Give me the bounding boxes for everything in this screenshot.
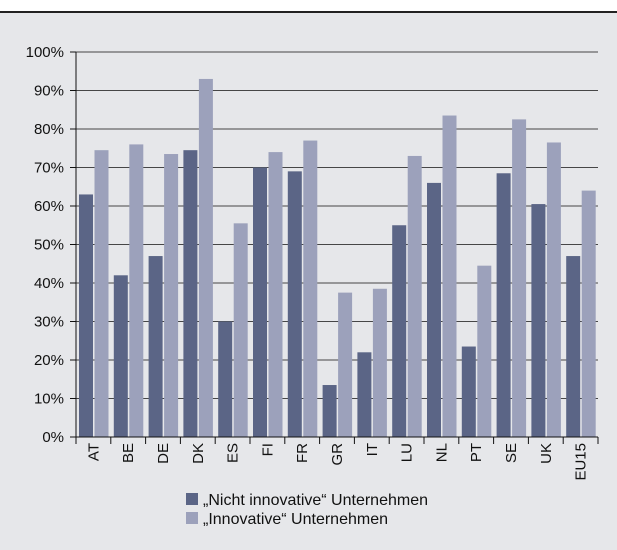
x-tick-label: EU15 [573,443,590,481]
x-tick-label: AT [85,443,102,461]
bar [461,346,476,437]
x-tick-label: IT [364,443,381,456]
y-tick-label: 100% [26,44,64,61]
bar [372,288,387,437]
bar [268,152,283,437]
x-tick-label: SE [503,443,520,463]
bar [148,256,163,437]
y-tick-label: 40% [34,275,64,292]
bar [218,321,233,437]
bar [338,292,353,437]
x-tick-label: ES [225,443,242,463]
bar [94,150,109,438]
bar [129,144,144,437]
y-tick-label: 20% [34,352,64,369]
bar [357,352,372,437]
bar [233,223,248,437]
x-tick-label: GR [329,443,346,466]
x-tick-label: PT [468,443,485,462]
bar [113,275,128,437]
bar [392,225,407,437]
bar [477,265,492,437]
y-tick-label: 0% [42,429,64,446]
bar [322,385,337,437]
bar [253,167,267,437]
legend-label: „Nicht innovative“ Unternehmen [203,492,428,509]
bar [566,256,581,437]
bar [496,173,511,437]
legend-swatch [186,493,198,505]
x-tick-label: BE [120,443,137,463]
bar [183,150,198,438]
legend-label: „Innovative“ Unternehmen [203,511,388,528]
y-tick-label: 50% [34,237,64,254]
bar [512,119,527,437]
bar [581,190,596,437]
bar [164,154,179,437]
x-tick-label: DK [190,443,207,464]
bar [531,204,546,437]
x-tick-label: UK [538,443,555,464]
legend-swatch [186,512,198,524]
x-tick-label: DE [155,443,172,464]
y-tick-label: 60% [34,198,64,215]
bar [407,155,422,437]
y-tick-label: 80% [34,121,64,138]
y-tick-label: 90% [34,83,64,100]
bar [198,78,213,437]
bar [427,182,441,437]
bar [546,142,561,437]
y-tick-label: 70% [34,160,64,177]
x-tick-label: NL [433,443,450,462]
bar [442,115,457,438]
bar [303,140,318,438]
bar [79,194,93,437]
bar [287,171,302,437]
x-tick-label: FI [259,443,276,456]
x-tick-label: LU [399,443,416,462]
x-tick-label: FR [294,443,311,463]
y-tick-label: 30% [34,314,64,331]
y-tick-label: 10% [34,391,64,408]
